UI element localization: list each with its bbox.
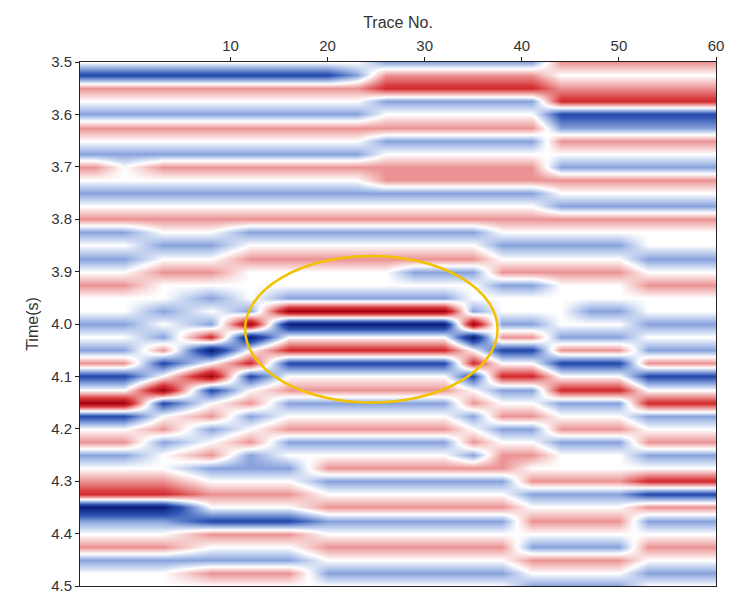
svg-text:30: 30	[416, 37, 433, 54]
svg-text:3.5: 3.5	[51, 53, 72, 70]
svg-text:3.8: 3.8	[51, 210, 72, 227]
svg-text:4.1: 4.1	[51, 368, 72, 385]
svg-text:3.7: 3.7	[51, 158, 72, 175]
svg-text:40: 40	[513, 37, 530, 54]
svg-text:50: 50	[611, 37, 628, 54]
svg-text:4.2: 4.2	[51, 420, 72, 437]
svg-text:3.6: 3.6	[51, 106, 72, 123]
svg-text:4.5: 4.5	[51, 577, 72, 594]
svg-text:4.3: 4.3	[51, 472, 72, 489]
svg-text:4.0: 4.0	[51, 315, 72, 332]
svg-text:Trace No.: Trace No.	[363, 14, 433, 31]
svg-text:4.4: 4.4	[51, 525, 72, 542]
svg-text:10: 10	[222, 37, 239, 54]
svg-text:3.9: 3.9	[51, 263, 72, 280]
svg-text:Time(s): Time(s)	[24, 297, 41, 351]
svg-text:20: 20	[319, 37, 336, 54]
svg-text:60: 60	[708, 37, 725, 54]
